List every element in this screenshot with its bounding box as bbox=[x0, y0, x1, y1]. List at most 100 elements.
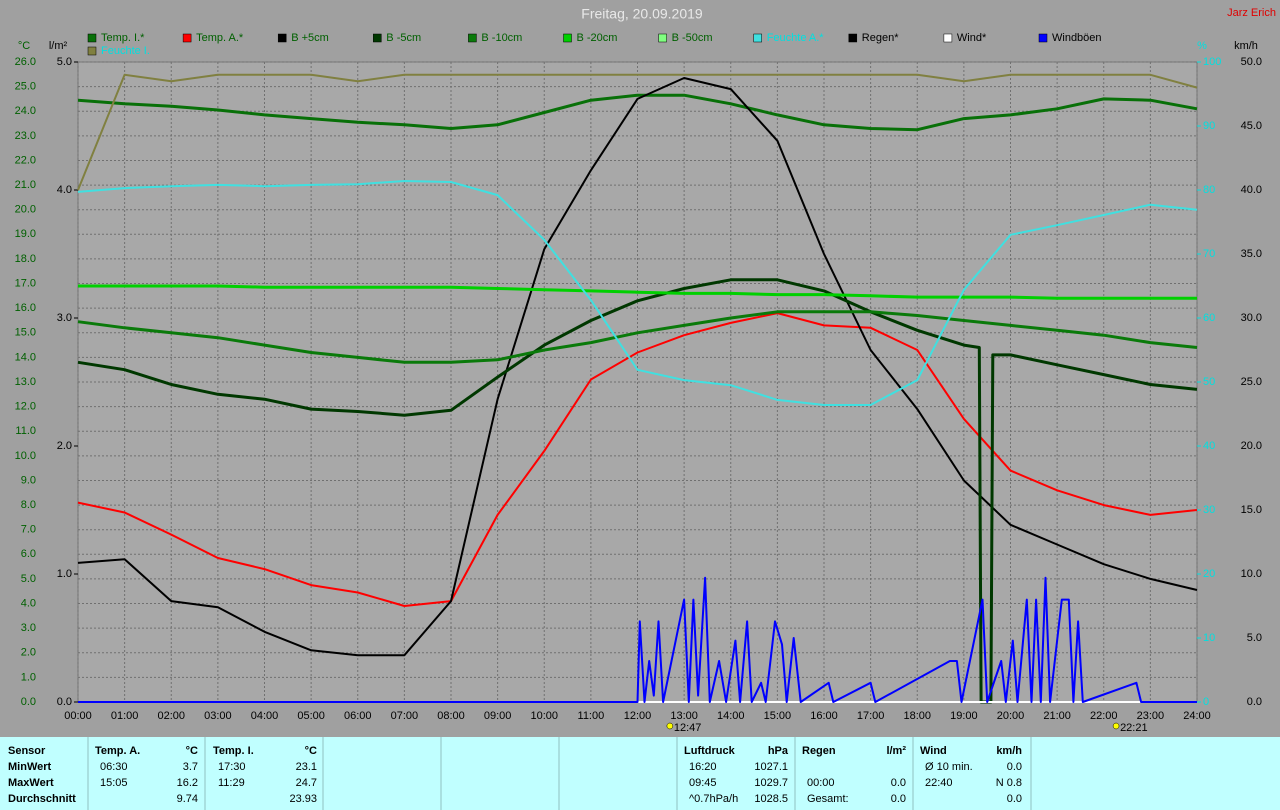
y2-tick-label: 1.0 bbox=[57, 568, 72, 580]
legend-label: Wind* bbox=[957, 32, 987, 44]
layer: 00:00 01:00 02:00 03:00 04:00 05:00 06:00 07:00… bbox=[8, 32, 1262, 810]
x-tick-label: 04:00 bbox=[251, 710, 279, 722]
legend-label: Temp. A.* bbox=[196, 32, 244, 44]
x-tick-label: 24:00 bbox=[1183, 710, 1211, 722]
legend-swatch bbox=[848, 33, 858, 43]
group-unit: hPa bbox=[768, 745, 789, 757]
x-tick-label: 06:00 bbox=[344, 710, 372, 722]
group-unit: °C bbox=[186, 745, 198, 757]
author: Jarz Erich bbox=[1227, 7, 1276, 19]
cell-value: 9.74 bbox=[177, 793, 198, 805]
y-tick-label: 19.0 bbox=[15, 228, 36, 240]
y4-tick-label: 20.0 bbox=[1241, 440, 1262, 452]
cell-label: 00:00 bbox=[807, 777, 835, 789]
y3-tick-label: 100 bbox=[1203, 56, 1221, 68]
x-tick-label: 05:00 bbox=[297, 710, 325, 722]
y-tick-label: 5.0 bbox=[21, 573, 36, 585]
y4-tick-label: 5.0 bbox=[1247, 632, 1262, 644]
cell-value: 23.93 bbox=[289, 793, 317, 805]
legend-swatch bbox=[468, 33, 477, 43]
legend-label: Regen* bbox=[862, 32, 899, 44]
y-tick-label: 18.0 bbox=[15, 253, 36, 265]
series-line bbox=[77, 77, 1198, 657]
y4-axis-unit: km/h bbox=[1234, 40, 1258, 52]
annotation-icon bbox=[666, 722, 674, 730]
x-tick-label: 15:00 bbox=[764, 710, 792, 722]
y3-tick-label: 80 bbox=[1203, 184, 1215, 196]
legend-label: B +5cm bbox=[291, 32, 329, 44]
cell-label: Ø 10 min. bbox=[925, 761, 973, 773]
cell-value: N 0.8 bbox=[996, 777, 1022, 789]
y3-tick-label: 20 bbox=[1203, 568, 1215, 580]
y-tick-label: 2.0 bbox=[21, 647, 36, 659]
x-tick-label: 00:00 bbox=[64, 710, 92, 722]
y-tick-label: 22.0 bbox=[15, 154, 36, 166]
x-tick-label: 08:00 bbox=[437, 710, 465, 722]
y4-tick-label: 45.0 bbox=[1241, 120, 1262, 132]
x-tick-label: 16:00 bbox=[810, 710, 838, 722]
group-name: Regen bbox=[802, 745, 836, 757]
legend-swatch bbox=[943, 33, 953, 43]
x-tick-label: 12:00 bbox=[624, 710, 652, 722]
cell-value: 16.2 bbox=[177, 777, 198, 789]
legend-swatch bbox=[1038, 33, 1048, 43]
cell-label: 11:29 bbox=[218, 777, 245, 789]
legend-swatch bbox=[563, 33, 572, 43]
series-line bbox=[78, 576, 1197, 703]
y-tick-label: 26.0 bbox=[15, 56, 36, 68]
row-label: MinWert bbox=[8, 761, 52, 773]
y4-tick-label: 35.0 bbox=[1241, 248, 1262, 260]
cell-value: 1027.1 bbox=[754, 761, 788, 773]
group-unit: l/m² bbox=[886, 745, 906, 757]
cell-label: 22:40 bbox=[925, 777, 953, 789]
x-tick-label: 03:00 bbox=[204, 710, 232, 722]
group-name: Temp. A. bbox=[95, 745, 140, 757]
series-line bbox=[77, 310, 1198, 364]
y3-tick-label: 10 bbox=[1203, 632, 1215, 644]
x-tick-label: 09:00 bbox=[484, 710, 512, 722]
cell-value: 0.0 bbox=[891, 777, 906, 789]
y2-tick-label: 3.0 bbox=[57, 312, 72, 324]
y-tick-label: 3.0 bbox=[21, 622, 36, 634]
cell-label: Gesamt: bbox=[807, 793, 849, 805]
cell-label: 06:30 bbox=[100, 761, 128, 773]
y-tick-label: 16.0 bbox=[15, 302, 36, 314]
group-name: Luftdruck bbox=[684, 745, 736, 757]
y-tick-label: 4.0 bbox=[21, 597, 36, 609]
cell-label: 09:45 bbox=[689, 777, 717, 789]
y-tick-label: 20.0 bbox=[15, 204, 36, 216]
y-tick-label: 9.0 bbox=[21, 474, 36, 486]
cell-label: 15:05 bbox=[100, 777, 128, 789]
x-tick-label: 20:00 bbox=[997, 710, 1025, 722]
x-tick-label: 13:00 bbox=[670, 710, 698, 722]
legend-label: B -10cm bbox=[481, 32, 522, 44]
x-tick-label: 10:00 bbox=[530, 710, 558, 722]
y3-axis-unit: % bbox=[1197, 40, 1207, 52]
x-tick-label: 23:00 bbox=[1137, 710, 1165, 722]
cell-value: 0.0 bbox=[1007, 761, 1022, 773]
cell-label: 16:20 bbox=[689, 761, 717, 773]
legend-label: Temp. I.* bbox=[101, 32, 145, 44]
y3-tick-label: 60 bbox=[1203, 312, 1215, 324]
row-label: MaxWert bbox=[8, 777, 54, 789]
legend-label: B -50cm bbox=[672, 32, 713, 44]
y4-tick-label: 25.0 bbox=[1241, 376, 1262, 388]
y3-tick-label: 30 bbox=[1203, 504, 1215, 516]
legend-swatch bbox=[753, 33, 762, 43]
series-line bbox=[77, 93, 1198, 132]
y-tick-label: 24.0 bbox=[15, 105, 36, 117]
annotation: 22:21 bbox=[1120, 722, 1148, 734]
y-tick-label: 13.0 bbox=[15, 376, 36, 388]
y-tick-label: 25.0 bbox=[15, 81, 36, 93]
row-label: Durchschnitt bbox=[8, 793, 76, 805]
cell-value: 3.7 bbox=[183, 761, 198, 773]
y2-tick-label: 0.0 bbox=[57, 696, 72, 708]
y4-tick-label: 15.0 bbox=[1241, 504, 1262, 516]
series-line bbox=[77, 278, 1198, 704]
cell-value: 24.7 bbox=[296, 777, 317, 789]
series-line bbox=[77, 73, 1198, 191]
annotation-icon bbox=[1112, 722, 1120, 730]
y-tick-label: 1.0 bbox=[21, 671, 36, 683]
group-name: Temp. I. bbox=[213, 745, 254, 757]
